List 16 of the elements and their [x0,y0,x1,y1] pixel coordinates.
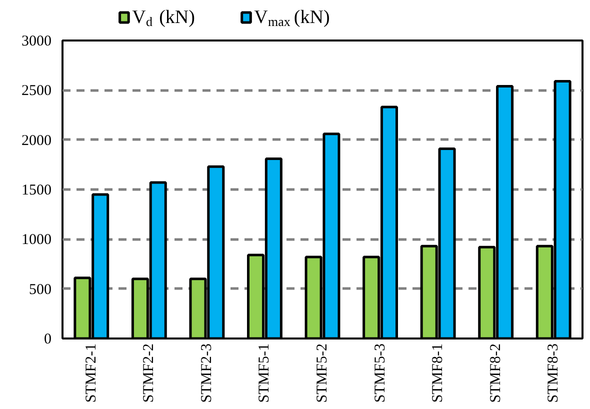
x-tick-label: STMF5-3 [372,343,388,403]
x-tick-label: STMF5-2 [314,343,330,403]
x-tick-label: STMF5-1 [256,343,273,403]
x-tick-label: STMF2-2 [141,343,158,403]
x-tick-label: STMF8-1 [430,343,446,403]
y-tick-label: 2500 [22,83,52,100]
y-tick-label: 3000 [22,34,52,50]
y-tick-label: 1500 [22,182,52,198]
y-tick-label: 0 [44,332,52,348]
x-tick-label: STMF8-3 [546,343,562,403]
x-tick-label: STMF2-1 [83,343,100,403]
x-tick-label: STMF2-3 [198,343,215,403]
y-tick-label: 2000 [22,132,52,149]
y-tick-label: 500 [29,282,52,298]
y-tick-label: 1000 [22,232,52,248]
x-tick-label: STMF8-2 [488,343,504,403]
